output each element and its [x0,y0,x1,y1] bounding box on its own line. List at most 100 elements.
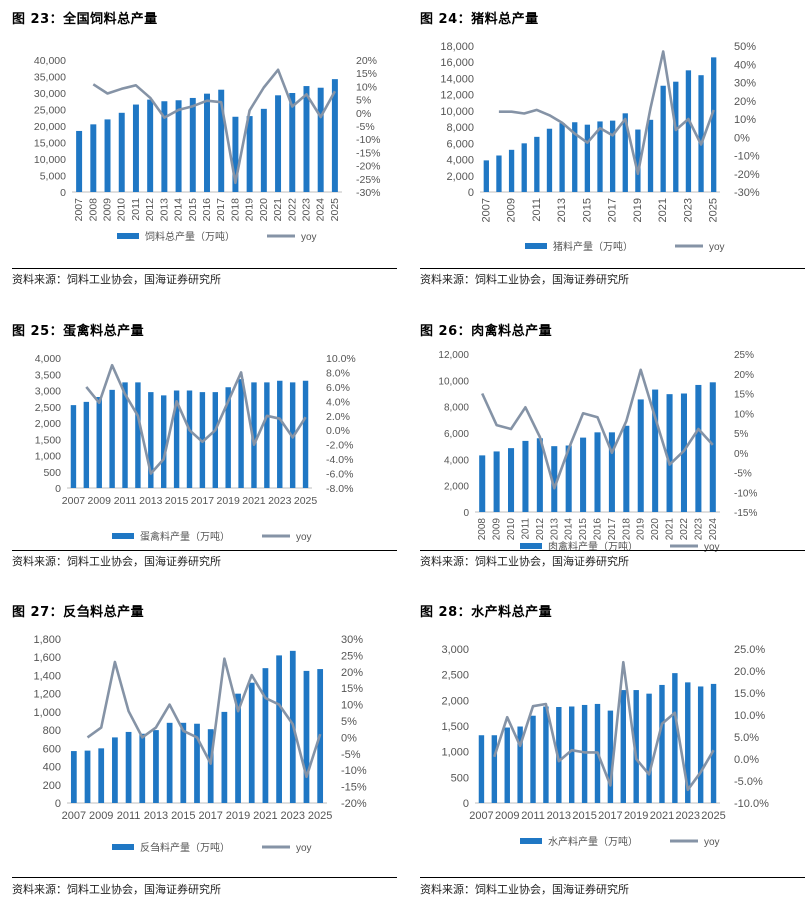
y-right-tick-label: -20% [734,169,760,181]
y-right-tick-label: 40% [734,59,756,71]
bar [478,735,485,803]
y-right-tick-label: 10.0% [734,710,765,722]
y-right-tick-label: 20% [341,667,363,679]
x-tick-label: 2024 [708,518,719,541]
y-right-tick-label: 25% [341,650,363,662]
bar [633,690,639,803]
x-tick-label: 2025 [294,495,318,507]
bar [238,379,244,488]
bar [194,723,200,803]
x-tick-label: 2017 [191,495,215,507]
y-right-tick-label: 10% [356,81,377,93]
bar [483,160,489,192]
bar [277,380,283,488]
x-tick-label: 2022 [679,518,690,541]
x-tick-label: 2024 [315,198,327,222]
bar [522,440,529,512]
x-tick-label: 2010 [116,198,128,222]
bar [212,392,218,488]
y-left-tick-label: 8,000 [446,122,474,134]
y-right-tick-label: -15% [341,782,367,794]
bar [491,735,498,803]
bar [248,682,255,803]
x-tick-label: 2019 [226,810,250,822]
chart-panel-25: 图 25：蛋禽料总产量 0 500 1,000 1,500 2,000 2,500 3,00… [12,312,397,598]
x-tick-label: 2012 [535,518,546,541]
x-tick-label: 2021 [657,198,669,222]
y-right-tick-label: -2.0% [326,440,353,452]
legend-bar-swatch [112,533,134,539]
bar [275,95,282,192]
bar [660,85,666,192]
y-left-tick-label: 15,000 [34,138,66,150]
x-tick-label: 2019 [244,198,256,222]
bar [572,122,578,192]
y-right-tick-label: -10% [356,134,381,146]
y-right-tick-label: 0.0% [734,754,759,766]
x-tick-label: 2014 [173,198,185,222]
bar [225,387,231,488]
chart-panel-26: 图 26：肉禽料总产量 0 2,000 4,000 6,000 8,000 10,000 1… [420,312,805,598]
x-tick-label: 2010 [506,518,517,541]
y-left-tick-label: 800 [43,725,61,737]
y-left-tick-label: 10,000 [438,376,469,387]
x-tick-label: 2007 [62,810,86,822]
x-tick-label: 2017 [215,198,227,222]
bar [246,116,253,192]
bar [652,389,659,512]
bar [508,448,515,512]
x-tick-label: 2017 [607,518,618,541]
source-prefix: 资料来源： [420,555,475,568]
bar [70,405,77,488]
y-right-tick-label: 30% [734,78,756,90]
y-left-tick-label: 40,000 [34,55,66,67]
y-right-tick-label: 0% [734,132,750,144]
bar [594,432,601,512]
y-left-tick-label: 3,000 [35,386,61,398]
bar [289,93,296,192]
bar [581,704,588,803]
x-tick-label: 2021 [253,810,277,822]
y-left-tick-label: 0 [463,508,469,519]
yoy-line [493,660,715,792]
y-left-tick-label: 1,000 [33,707,61,719]
y-right-tick-label: -20% [341,798,367,810]
x-tick-label: 2021 [272,198,284,222]
bar [685,682,691,803]
y-left-tick-label: 500 [451,772,469,784]
y-left-tick-label: 12,000 [438,350,469,361]
bar [530,715,536,803]
y-right-tick-label: 5% [356,95,371,107]
x-tick-label: 2023 [268,495,292,507]
y-left-tick-label: 0 [55,798,61,810]
y-left-tick-label: 25,000 [34,105,66,117]
chart-title: 图 27：反刍料总产量 [12,605,145,620]
x-tick-label: 2009 [506,198,518,222]
y-right-tick-label: -5.0% [734,776,763,788]
yoy-line [85,363,307,475]
source-prefix: 资料来源： [12,273,67,286]
chart-panel-27: 图 27：反刍料总产量 0 200 400 600 800 1,000 1,200 1,400… [12,593,397,896]
x-tick-label: 2015 [581,198,593,222]
bar [666,394,673,512]
y-right-tick-label: 0% [341,732,357,744]
x-tick-label: 2011 [531,198,543,222]
x-tick-label: 2023 [676,810,700,822]
y-left-tick-label: 5,000 [40,171,66,183]
bar [504,727,510,803]
bar [685,70,692,192]
legend-bar-swatch [117,233,139,239]
y-left-tick-label: 4,000 [446,155,474,167]
y-left-tick-label: 1,400 [33,670,61,682]
legend-bar-label: 肉禽料产量（万吨） [548,540,638,552]
bar [147,99,154,192]
y-left-tick-label: 2,000 [35,418,61,430]
y-right-tick-label: -15% [734,508,757,519]
bar [186,390,193,488]
x-tick-label: 2017 [598,810,622,822]
y-left-tick-label: 2,000 [441,695,469,707]
y-right-tick-label: 10.0% [326,353,356,365]
y-right-tick-label: -10% [734,151,760,163]
bar [132,104,139,192]
bar [659,684,665,803]
